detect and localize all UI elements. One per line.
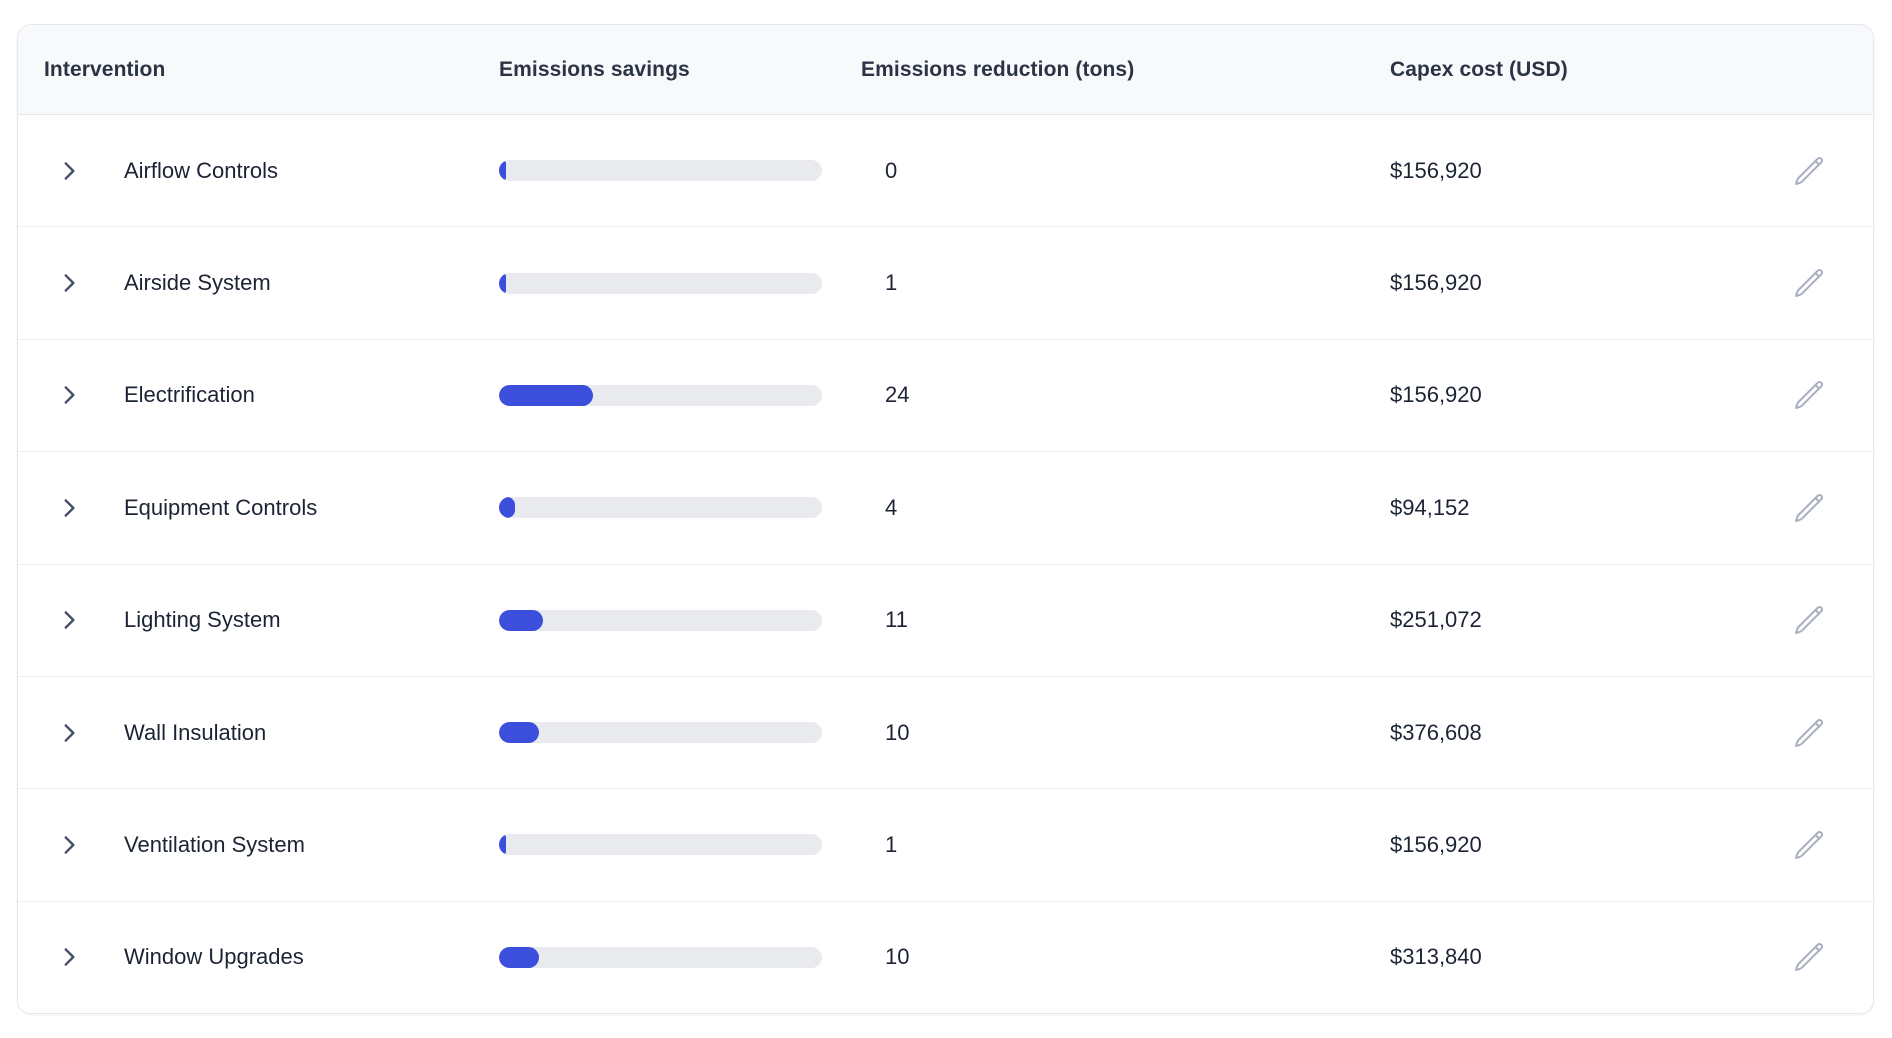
capex-cost-value: $94,152: [1390, 494, 1470, 520]
pencil-icon: [1793, 155, 1825, 187]
column-header-intervention: Intervention: [44, 57, 166, 81]
emissions-savings-bar: [499, 722, 822, 744]
table-row: Equipment Controls 4 $94,152: [18, 451, 1873, 564]
edit-row-button[interactable]: [1789, 937, 1829, 977]
emissions-savings-bar-fill: [499, 272, 506, 294]
emissions-savings-bar-fill: [499, 722, 540, 744]
intervention-name: Electrification: [124, 382, 255, 408]
table-header-row: Intervention Emissions savings Emissions…: [18, 25, 1873, 115]
edit-row-button[interactable]: [1789, 375, 1829, 415]
edit-row-button[interactable]: [1789, 825, 1829, 865]
emissions-reduction-value: 10: [885, 944, 910, 970]
emissions-savings-bar: [499, 272, 822, 294]
intervention-name: Lighting System: [124, 607, 281, 633]
capex-cost-value: $376,608: [1390, 719, 1482, 745]
emissions-savings-bar-fill: [499, 834, 506, 856]
chevron-right-icon: [56, 720, 82, 746]
expand-row-button[interactable]: [52, 266, 86, 300]
emissions-savings-bar-fill: [499, 160, 506, 182]
edit-row-button[interactable]: [1789, 600, 1829, 640]
emissions-savings-bar: [499, 834, 822, 856]
column-header-emissions-reduction: Emissions reduction (tons): [861, 57, 1135, 81]
expand-row-button[interactable]: [52, 716, 86, 750]
emissions-savings-bar-fill: [499, 946, 540, 968]
pencil-icon: [1793, 717, 1825, 749]
intervention-name: Ventilation System: [124, 831, 305, 857]
intervention-name: Window Upgrades: [124, 944, 304, 970]
expand-row-button[interactable]: [52, 154, 86, 188]
table-row: Ventilation System 1 $156,920: [18, 788, 1873, 901]
chevron-right-icon: [56, 607, 82, 633]
emissions-savings-bar-fill: [499, 609, 543, 631]
table-row: Window Upgrades 10 $313,840: [18, 900, 1873, 1013]
chevron-right-icon: [56, 158, 82, 184]
column-header-capex-cost: Capex cost (USD): [1390, 57, 1568, 81]
capex-cost-value: $156,920: [1390, 157, 1482, 183]
capex-cost-value: $251,072: [1390, 607, 1482, 633]
expand-row-button[interactable]: [52, 828, 86, 862]
edit-row-button[interactable]: [1789, 488, 1829, 528]
pencil-icon: [1793, 492, 1825, 524]
chevron-right-icon: [56, 495, 82, 521]
capex-cost-value: $156,920: [1390, 382, 1482, 408]
emissions-savings-bar-fill: [499, 384, 593, 406]
pencil-icon: [1793, 829, 1825, 861]
pencil-icon: [1793, 379, 1825, 411]
column-header-emissions-savings: Emissions savings: [499, 57, 690, 81]
emissions-savings-bar-fill: [499, 497, 516, 519]
table-row: Airside System 1 $156,920: [18, 226, 1873, 339]
emissions-reduction-value: 24: [885, 382, 910, 408]
edit-row-button[interactable]: [1789, 151, 1829, 191]
emissions-reduction-value: 0: [885, 157, 898, 183]
chevron-right-icon: [56, 270, 82, 296]
table-body: Airflow Controls 0 $156,920: [18, 115, 1873, 1013]
table-row: Airflow Controls 0 $156,920: [18, 115, 1873, 227]
emissions-reduction-value: 4: [885, 494, 898, 520]
table-row: Wall Insulation 10 $376,608: [18, 675, 1873, 789]
capex-cost-value: $313,840: [1390, 944, 1482, 970]
table-row: Electrification 24 $156,920: [18, 338, 1873, 452]
chevron-right-icon: [56, 944, 82, 970]
expand-row-button[interactable]: [52, 940, 86, 974]
emissions-savings-bar: [499, 946, 822, 968]
capex-cost-value: $156,920: [1390, 270, 1482, 296]
intervention-name: Equipment Controls: [124, 494, 318, 520]
chevron-right-icon: [56, 832, 82, 858]
pencil-icon: [1793, 267, 1825, 299]
intervention-name: Airflow Controls: [124, 157, 279, 183]
chevron-right-icon: [56, 382, 82, 408]
intervention-name: Airside System: [124, 270, 271, 296]
capex-cost-value: $156,920: [1390, 831, 1482, 857]
emissions-savings-bar: [499, 160, 822, 182]
emissions-savings-bar: [499, 609, 822, 631]
emissions-savings-bar: [499, 497, 822, 519]
emissions-reduction-value: 11: [885, 607, 908, 633]
emissions-reduction-value: 10: [885, 719, 910, 745]
expand-row-button[interactable]: [52, 378, 86, 412]
expand-row-button[interactable]: [52, 603, 86, 637]
pencil-icon: [1793, 941, 1825, 973]
table-row: Lighting System 11 $251,072: [18, 563, 1873, 676]
edit-row-button[interactable]: [1789, 713, 1829, 753]
intervention-name: Wall Insulation: [124, 719, 267, 745]
emissions-savings-bar: [499, 384, 822, 406]
interventions-table: Intervention Emissions savings Emissions…: [17, 24, 1874, 1014]
emissions-reduction-value: 1: [885, 831, 898, 857]
edit-row-button[interactable]: [1789, 263, 1829, 303]
pencil-icon: [1793, 604, 1825, 636]
emissions-reduction-value: 1: [885, 270, 898, 296]
expand-row-button[interactable]: [52, 491, 86, 525]
